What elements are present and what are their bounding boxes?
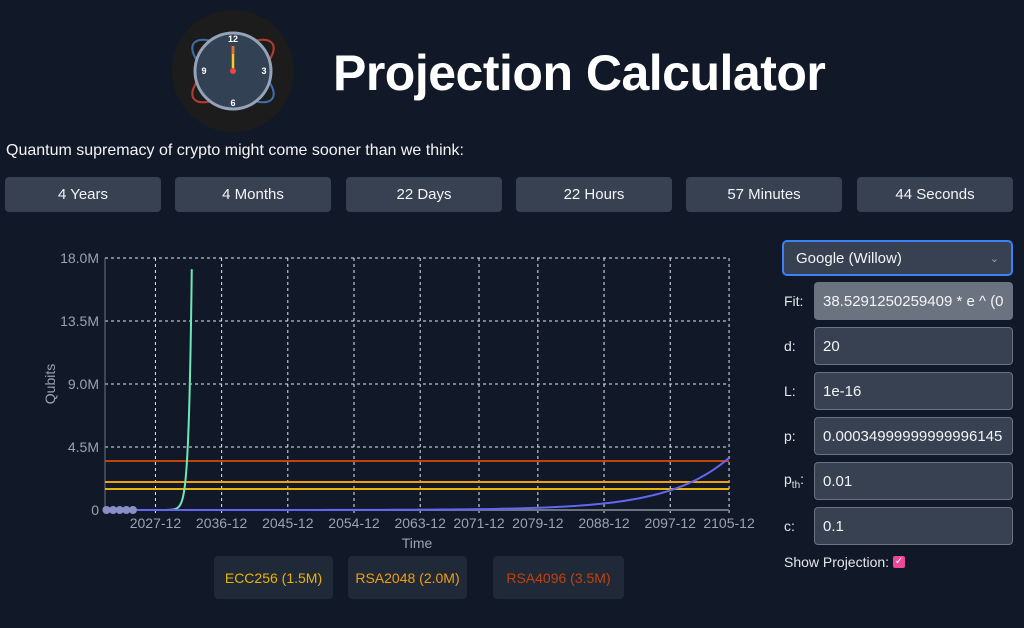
y-tick-label: 9.0M <box>68 376 99 392</box>
y-tick-label: 13.5M <box>60 313 99 329</box>
show-projection-checkbox[interactable]: ✓ <box>893 556 906 568</box>
x-tick-label: 2063-12 <box>394 515 446 531</box>
subtitle: Quantum supremacy of crypto might come s… <box>6 142 464 159</box>
pth-label: pth: <box>784 471 805 491</box>
x-tick-label: 2088-12 <box>578 515 630 531</box>
y-tick-label: 4.5M <box>68 439 99 455</box>
fit-input[interactable] <box>814 282 1013 320</box>
l-row: L: <box>784 372 1013 410</box>
p-label: p: <box>784 428 796 444</box>
page-title: Projection Calculator <box>333 45 826 101</box>
x-tick-label: 2071-12 <box>453 515 505 531</box>
d-input[interactable] <box>814 327 1013 365</box>
x-tick-label: 2027-12 <box>130 515 182 531</box>
series-line <box>163 269 193 511</box>
c-row: c: <box>784 507 1013 545</box>
x-tick-label: 2079-12 <box>512 515 564 531</box>
countdown-minutes: 57 Minutes <box>686 177 842 212</box>
countdown-days: 22 Days <box>346 177 502 212</box>
legend-rsa4096[interactable]: RSA4096 (3.5M) <box>493 556 624 599</box>
pth-row: pth: <box>784 462 1013 500</box>
data-point <box>128 506 137 514</box>
logo-clock-icon: 12 3 6 9 <box>172 10 294 132</box>
clock-12: 12 <box>228 34 238 44</box>
fit-row: Fit: <box>784 282 1013 320</box>
x-tick-label: 2045-12 <box>262 515 314 531</box>
data-point <box>109 506 118 514</box>
projection-chart: 0 4.5M 9.0M 13.5M 18.0M 2027-12 2036-12 2045-12… <box>42 250 755 551</box>
legend-rsa2048[interactable]: RSA2048 (2.0M) <box>348 556 467 599</box>
clock-9: 9 <box>201 66 206 76</box>
l-input[interactable] <box>814 372 1013 410</box>
x-tick-label: 2054-12 <box>328 515 380 531</box>
y-tick-label: 18.0M <box>60 250 99 266</box>
y-axis-label: Qubits <box>42 364 58 404</box>
data-point <box>122 506 131 514</box>
show-projection-label: Show Projection: <box>784 554 890 570</box>
data-point <box>102 506 111 514</box>
countdown-years: 4 Years <box>5 177 161 212</box>
countdown-months: 4 Months <box>175 177 331 212</box>
x-tick-label: 2105-12 <box>703 515 755 531</box>
d-row: d: <box>784 327 1013 365</box>
p-row: p: <box>784 417 1013 455</box>
x-axis-label: Time <box>402 535 433 551</box>
x-tick-label: 2036-12 <box>196 515 248 531</box>
model-select[interactable]: Google (Willow) ⌄ <box>782 240 1013 276</box>
c-input[interactable] <box>814 507 1013 545</box>
c-label: c: <box>784 518 795 534</box>
x-tick-label: 2097-12 <box>645 515 697 531</box>
d-label: d: <box>784 338 796 354</box>
p-input[interactable] <box>814 417 1013 455</box>
fit-label: Fit: <box>784 293 804 309</box>
y-tick-label: 0 <box>91 502 99 518</box>
chevron-down-icon: ⌄ <box>989 252 999 265</box>
countdown-seconds: 44 Seconds <box>857 177 1013 212</box>
series-line <box>104 457 730 511</box>
legend-ecc256[interactable]: ECC256 (1.5M) <box>214 556 333 599</box>
data-point <box>115 506 124 514</box>
model-select-value: Google (Willow) <box>796 249 902 267</box>
clock-3: 3 <box>261 66 266 76</box>
show-projection: Show Projection: ✓ <box>784 554 906 570</box>
clock-6: 6 <box>230 98 235 108</box>
pth-input[interactable] <box>814 462 1013 500</box>
countdown-hours: 22 Hours <box>516 177 672 212</box>
l-label: L: <box>784 383 796 399</box>
